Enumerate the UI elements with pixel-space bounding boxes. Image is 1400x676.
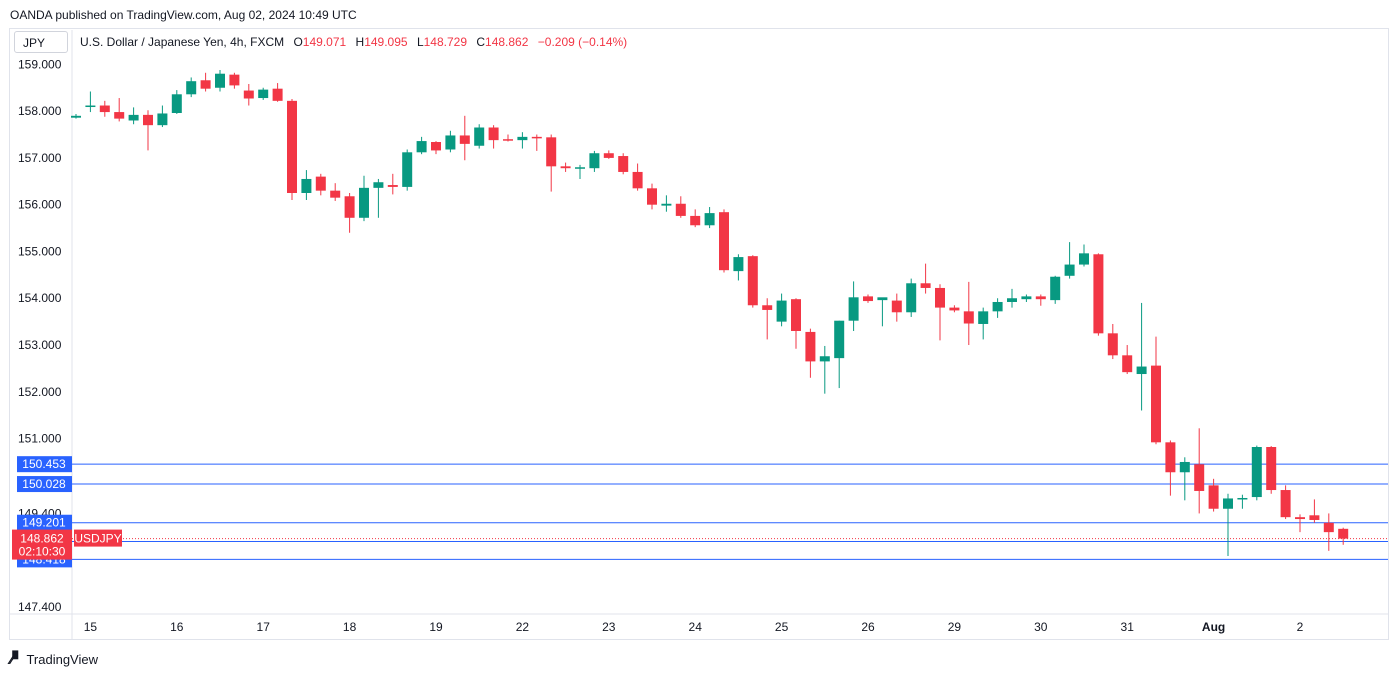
legend-high-label: H (355, 35, 365, 49)
legend-high-value: 149.095 (364, 35, 408, 49)
symbol-search-box[interactable]: JPY (14, 31, 68, 53)
legend-open-label: O (293, 35, 303, 49)
legend-change: −0.209 (−0.14%) (537, 35, 628, 49)
legend-open-value: 149.071 (302, 35, 347, 49)
legend-close-value: 148.862 (485, 35, 529, 49)
legend-low-value: 148.729 (423, 35, 468, 49)
chart-legend: U.S. Dollar / Japanese Yen, 4h, FXCM O14… (80, 35, 627, 49)
legend-title: U.S. Dollar / Japanese Yen, 4h, FXCM (80, 35, 285, 49)
chart-frame (9, 28, 1389, 640)
footer-brand-text: TradingView (26, 652, 98, 667)
legend-close-label: C (476, 35, 486, 49)
tradingview-logo-icon: ⁄⁄▘ (10, 651, 23, 667)
footer-brand[interactable]: ⁄⁄▘ TradingView (10, 651, 98, 668)
publisher-line: OANDA published on TradingView.com, Aug … (10, 8, 357, 22)
legend-low-label: L (416, 35, 424, 49)
